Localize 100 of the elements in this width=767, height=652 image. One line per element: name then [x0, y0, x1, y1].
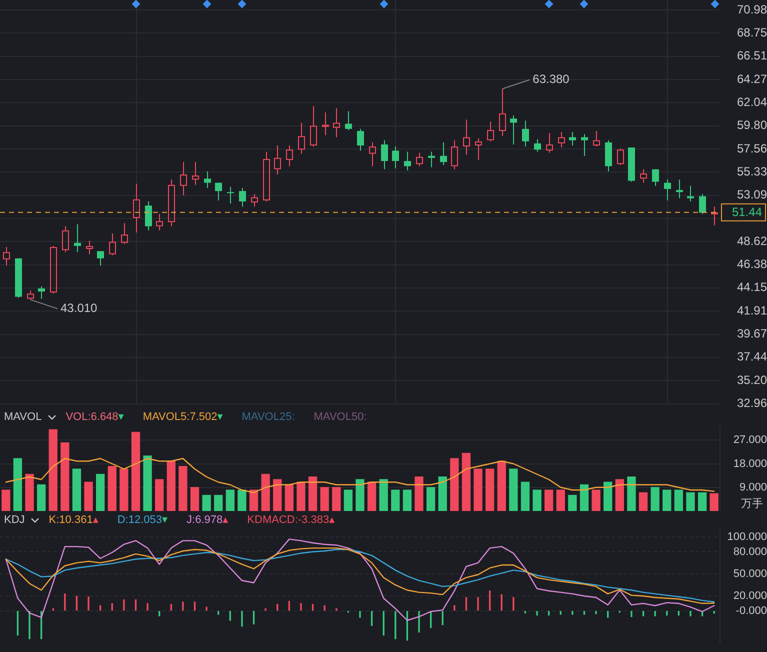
y-tick-label: 68.75	[736, 25, 767, 40]
bar	[284, 484, 294, 511]
bar	[72, 468, 82, 511]
bar	[344, 490, 353, 511]
bar	[568, 494, 577, 511]
y-tick-label: 9.000	[739, 481, 767, 494]
candlestick	[310, 106, 317, 148]
y-tick-label: 53.09	[736, 188, 767, 202]
candlestick	[487, 121, 494, 142]
bar	[273, 479, 282, 511]
candlestick	[581, 134, 588, 156]
bar	[25, 474, 34, 511]
candlestick	[121, 222, 128, 244]
bar	[686, 492, 695, 511]
candlestick	[381, 140, 388, 170]
candlestick	[687, 185, 694, 202]
y-tick-label: 20.000	[733, 590, 767, 602]
bar	[438, 476, 447, 511]
y-tick-label: 32.96	[736, 396, 767, 410]
bar	[178, 466, 188, 511]
y-tick-label: 66.51	[736, 48, 767, 63]
candlestick	[3, 246, 10, 266]
bar	[2, 490, 10, 511]
legend-label: MAVOL50:	[314, 411, 367, 423]
candlestick	[227, 186, 234, 204]
text: MAVOL5:7.502▾	[142, 411, 223, 423]
y-tick-label: 100.000	[727, 531, 767, 544]
y-tick-label: 55.33	[736, 164, 767, 178]
bar	[462, 452, 471, 511]
candlestick	[74, 224, 81, 253]
series-label: VOL:6.648▾	[66, 411, 124, 423]
bar	[296, 482, 306, 511]
bar	[391, 490, 400, 511]
y-tick-label: 80.000	[733, 546, 767, 558]
candlestick	[676, 179, 683, 199]
candlestick	[251, 194, 258, 208]
y-tick-label: 39.67	[736, 326, 767, 341]
candlestick	[369, 142, 376, 167]
candlestick	[62, 226, 69, 253]
y-tick-label: 59.80	[736, 118, 767, 132]
bar	[226, 490, 234, 511]
candlestick	[640, 168, 647, 184]
candlestick	[416, 152, 423, 167]
candlestick	[286, 144, 293, 167]
candlestick	[652, 168, 659, 186]
bar	[450, 458, 459, 511]
bar	[60, 442, 70, 511]
y-tick-label: 62.04	[736, 94, 767, 109]
candlestick	[180, 162, 187, 196]
candlestick	[215, 182, 222, 201]
bar	[96, 474, 105, 511]
candlestick	[357, 128, 364, 152]
candlestick	[534, 138, 541, 152]
candlestick	[263, 151, 270, 202]
candlestick	[440, 142, 447, 166]
candlestick	[333, 108, 340, 138]
chart-title: MAVOL	[4, 411, 42, 423]
y-tick-label: 46.38	[736, 257, 767, 272]
candlestick	[204, 170, 211, 188]
candlestick	[451, 140, 458, 170]
candlestick	[558, 132, 565, 148]
candlestick	[593, 130, 600, 148]
y-tick-label: 35.20	[736, 372, 767, 387]
bar	[379, 479, 388, 511]
candlestick	[322, 112, 329, 136]
y-tick-label: -0.000	[736, 604, 767, 617]
bar	[367, 482, 376, 511]
candlestick	[239, 187, 246, 208]
candlestick	[86, 240, 93, 255]
y-tick-label: 50.000	[733, 568, 767, 580]
candlestick	[463, 119, 470, 156]
bar	[36, 484, 46, 511]
candlestick	[38, 286, 45, 300]
y-tick-label: 44.15	[736, 280, 767, 294]
candlestick	[133, 183, 140, 233]
bar	[84, 482, 93, 511]
annotation: 43.010	[60, 301, 98, 316]
bar	[190, 487, 200, 511]
bar	[332, 487, 341, 511]
bar	[238, 490, 246, 511]
candlestick	[510, 114, 517, 145]
candlestick	[699, 194, 706, 214]
bar	[120, 468, 128, 511]
candlestick	[522, 120, 529, 148]
bar	[143, 456, 152, 511]
candlestick	[499, 88, 506, 137]
candlestick	[50, 245, 57, 294]
bar	[698, 492, 707, 511]
candlestick	[109, 233, 116, 256]
chart-title: KDJ	[4, 514, 25, 526]
bar	[356, 479, 364, 511]
bar	[662, 490, 672, 511]
y-axis-title: 万手	[741, 497, 763, 510]
bar	[627, 476, 636, 511]
y-tick-label: 41.91	[736, 303, 767, 318]
y-tick-label: 48.62	[736, 234, 767, 248]
candlestick	[298, 122, 305, 154]
y-tick-label: 27.000	[733, 434, 767, 446]
bar	[532, 490, 542, 511]
y-tick-label: 70.98	[736, 2, 767, 16]
